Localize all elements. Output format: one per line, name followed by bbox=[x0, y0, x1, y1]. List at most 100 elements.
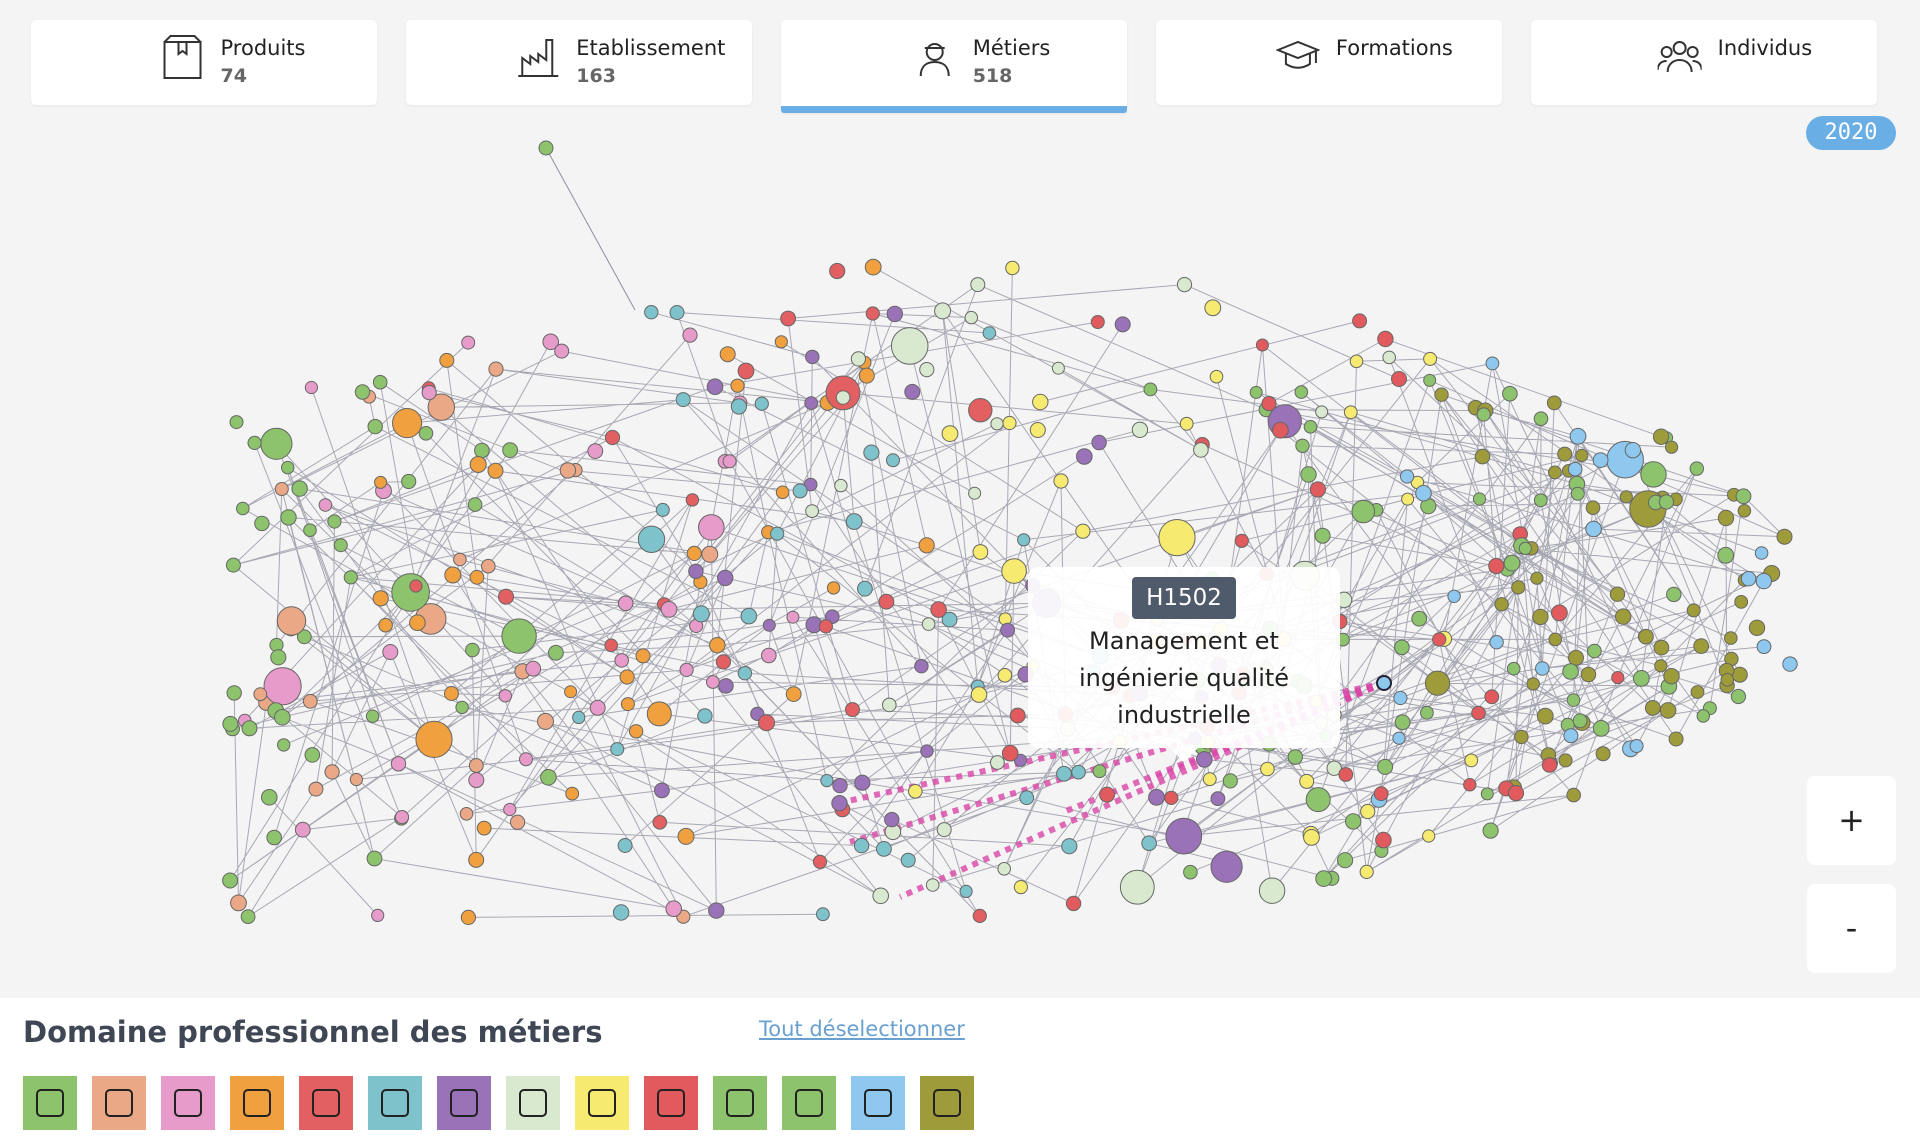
network-node[interactable] bbox=[1053, 473, 1069, 489]
network-node[interactable] bbox=[886, 453, 900, 468]
network-node[interactable] bbox=[914, 659, 929, 674]
network-node[interactable] bbox=[372, 590, 389, 607]
network-node[interactable] bbox=[1375, 831, 1392, 849]
network-node[interactable] bbox=[1349, 354, 1364, 369]
network-node[interactable] bbox=[628, 724, 644, 739]
network-node[interactable] bbox=[481, 558, 496, 574]
network-node[interactable] bbox=[1530, 571, 1544, 585]
network-node[interactable] bbox=[1619, 490, 1633, 504]
network-node[interactable] bbox=[1165, 817, 1203, 855]
legend-swatch[interactable] bbox=[920, 1076, 974, 1130]
network-node[interactable] bbox=[890, 327, 929, 365]
tab[interactable]: Individus bbox=[1531, 20, 1877, 105]
network-node[interactable] bbox=[1548, 632, 1563, 647]
network-node[interactable] bbox=[1415, 484, 1432, 502]
network-node[interactable] bbox=[964, 310, 978, 325]
network-node[interactable] bbox=[418, 426, 434, 441]
network-node[interactable] bbox=[1377, 758, 1394, 775]
network-node[interactable] bbox=[548, 644, 564, 661]
network-node[interactable] bbox=[487, 462, 504, 479]
network-node[interactable] bbox=[737, 666, 753, 681]
network-node[interactable] bbox=[706, 675, 720, 689]
network-node[interactable] bbox=[719, 346, 736, 363]
network-node[interactable] bbox=[1420, 705, 1434, 720]
network-node[interactable] bbox=[918, 537, 935, 554]
network-node[interactable] bbox=[1343, 405, 1358, 420]
network-node[interactable] bbox=[740, 607, 758, 625]
network-node[interactable] bbox=[900, 852, 916, 868]
network-node[interactable] bbox=[391, 573, 430, 612]
network-node[interactable] bbox=[941, 611, 958, 628]
network-node[interactable] bbox=[970, 277, 986, 293]
network-node[interactable] bbox=[1401, 492, 1415, 506]
network-node[interactable] bbox=[401, 473, 417, 490]
network-node[interactable] bbox=[565, 786, 580, 801]
network-node[interactable] bbox=[519, 752, 533, 767]
tab[interactable]: Etablissement 163 bbox=[406, 20, 752, 105]
network-node[interactable] bbox=[1141, 835, 1157, 852]
network-node[interactable] bbox=[455, 700, 469, 715]
network-node[interactable] bbox=[1303, 420, 1318, 434]
network-node[interactable] bbox=[421, 385, 437, 401]
network-node[interactable] bbox=[829, 262, 846, 280]
network-node[interactable] bbox=[427, 393, 455, 421]
network-node[interactable] bbox=[884, 811, 900, 828]
network-node[interactable] bbox=[1119, 869, 1155, 905]
network-node[interactable] bbox=[876, 841, 892, 857]
network-node[interactable] bbox=[1315, 870, 1333, 887]
legend-swatch[interactable] bbox=[230, 1076, 284, 1130]
network-node[interactable] bbox=[686, 545, 702, 562]
network-node[interactable] bbox=[281, 460, 295, 475]
network-node[interactable] bbox=[1665, 440, 1679, 454]
legend-swatch[interactable] bbox=[161, 1076, 215, 1130]
network-node[interactable] bbox=[1535, 661, 1550, 676]
network-node[interactable] bbox=[540, 769, 557, 786]
network-node[interactable] bbox=[1652, 428, 1670, 445]
network-node[interactable] bbox=[226, 685, 242, 701]
network-node[interactable] bbox=[1351, 499, 1376, 524]
network-node[interactable] bbox=[1065, 895, 1082, 912]
network-node[interactable] bbox=[865, 306, 880, 321]
network-node[interactable] bbox=[1629, 739, 1644, 753]
network-node[interactable] bbox=[525, 660, 542, 677]
network-node[interactable] bbox=[1511, 580, 1526, 595]
network-node[interactable] bbox=[1056, 765, 1072, 782]
network-node[interactable] bbox=[277, 738, 291, 752]
network-node[interactable] bbox=[274, 482, 289, 496]
network-node[interactable] bbox=[1686, 603, 1701, 618]
network-node[interactable] bbox=[619, 669, 635, 685]
network-node[interactable] bbox=[559, 462, 577, 479]
network-node[interactable] bbox=[709, 637, 726, 654]
network-node[interactable] bbox=[468, 851, 485, 868]
network-node[interactable] bbox=[754, 396, 769, 411]
network-node[interactable] bbox=[682, 327, 698, 343]
network-node[interactable] bbox=[1611, 671, 1625, 685]
network-node[interactable] bbox=[1255, 338, 1269, 352]
network-node[interactable] bbox=[371, 908, 385, 923]
network-node[interactable] bbox=[1300, 466, 1317, 483]
network-node[interactable] bbox=[1394, 714, 1411, 731]
network-node[interactable] bbox=[1592, 452, 1609, 469]
network-node[interactable] bbox=[604, 638, 619, 653]
network-node[interactable] bbox=[1114, 316, 1131, 333]
network-node[interactable] bbox=[392, 408, 423, 439]
network-node[interactable] bbox=[1737, 504, 1752, 518]
network-node[interactable] bbox=[1090, 315, 1105, 329]
network-node[interactable] bbox=[1592, 720, 1610, 737]
network-node[interactable] bbox=[444, 566, 462, 584]
network-node[interactable] bbox=[554, 343, 570, 359]
network-node[interactable] bbox=[934, 302, 952, 320]
network-node[interactable] bbox=[1551, 604, 1568, 622]
network-node[interactable] bbox=[614, 653, 630, 668]
network-node[interactable] bbox=[882, 697, 897, 713]
network-node[interactable] bbox=[1536, 707, 1554, 725]
network-node[interactable] bbox=[266, 829, 283, 846]
network-node[interactable] bbox=[1391, 371, 1407, 387]
network-node[interactable] bbox=[1533, 493, 1548, 508]
network-node[interactable] bbox=[1164, 790, 1179, 806]
network-node[interactable] bbox=[1644, 700, 1661, 716]
network-node[interactable] bbox=[1755, 572, 1773, 590]
network-node[interactable] bbox=[1392, 731, 1406, 745]
network-node[interactable] bbox=[1377, 330, 1394, 348]
network-node[interactable] bbox=[439, 352, 455, 368]
